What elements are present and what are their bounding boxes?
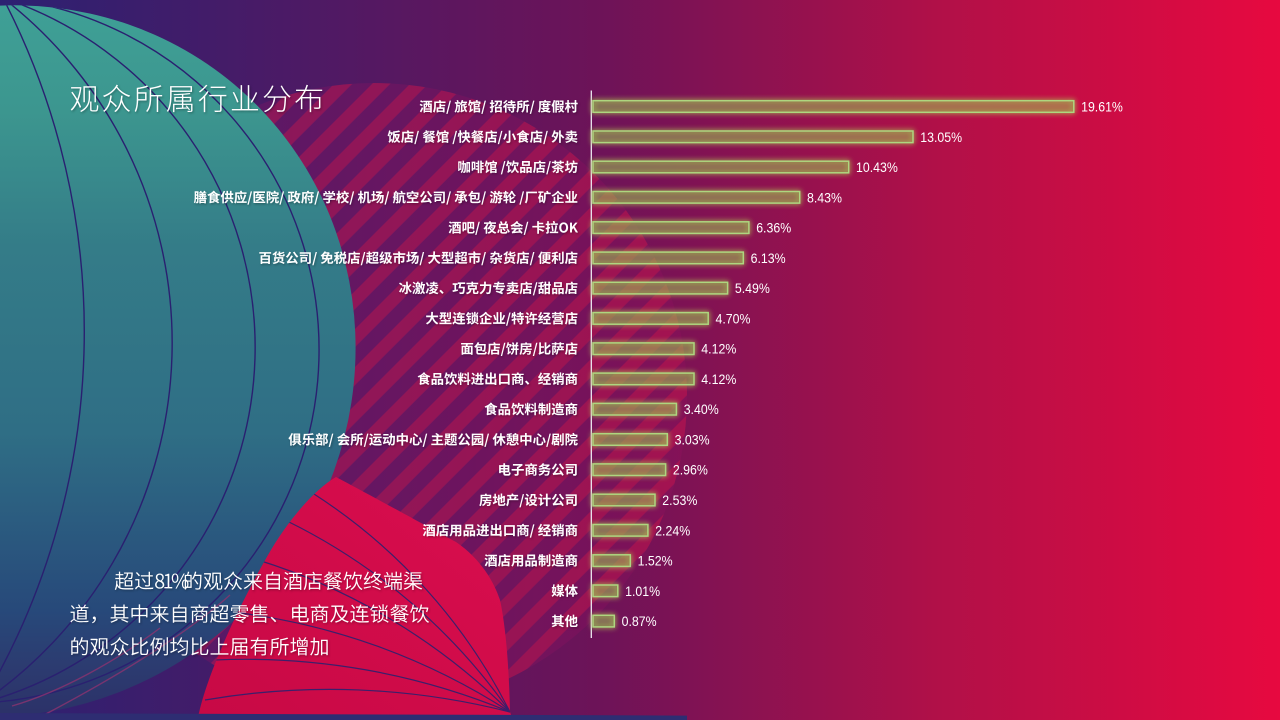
svg-text:2.24%: 2.24% <box>655 523 690 538</box>
svg-text:1.52%: 1.52% <box>638 554 673 569</box>
svg-text:4.70%: 4.70% <box>716 311 751 326</box>
svg-text:6.13%: 6.13% <box>751 251 786 266</box>
svg-text:4.12%: 4.12% <box>701 372 736 387</box>
svg-text:1.01%: 1.01% <box>625 584 660 599</box>
svg-text:3.03%: 3.03% <box>675 433 710 448</box>
svg-text:6.36%: 6.36% <box>756 221 791 236</box>
svg-text:13.05%: 13.05% <box>920 130 962 145</box>
svg-text:4.12%: 4.12% <box>701 342 736 357</box>
svg-text:5.49%: 5.49% <box>735 281 770 296</box>
svg-text:2.53%: 2.53% <box>662 493 697 508</box>
svg-text:10.43%: 10.43% <box>856 160 898 175</box>
svg-text:19.61%: 19.61% <box>1081 100 1123 115</box>
svg-text:3.40%: 3.40% <box>684 402 719 417</box>
svg-text:8.43%: 8.43% <box>807 190 842 205</box>
svg-text:0.87%: 0.87% <box>622 614 657 629</box>
svg-text:2.96%: 2.96% <box>673 463 708 478</box>
